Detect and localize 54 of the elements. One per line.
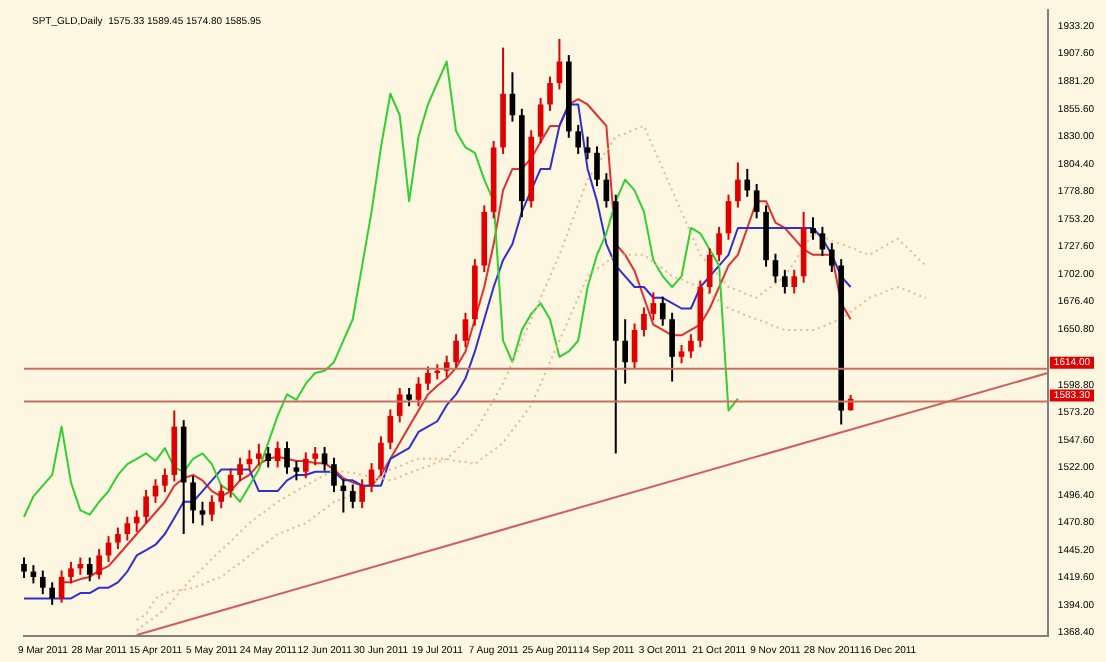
candlestick [753, 182, 760, 220]
candlestick [537, 97, 544, 145]
candlestick [396, 386, 403, 424]
candlestick [462, 311, 469, 349]
candlestick [453, 333, 459, 370]
candlestick [678, 344, 685, 365]
candlestick [650, 291, 657, 322]
candlestick [284, 440, 290, 475]
candlestick [688, 333, 694, 359]
candlestick [321, 446, 328, 472]
candlestick [199, 500, 206, 527]
candlestick [641, 306, 647, 338]
candlestick [359, 478, 365, 510]
candlestick [162, 467, 168, 494]
candlestick [349, 483, 356, 510]
candlestick [86, 556, 93, 583]
candlestick [594, 145, 600, 188]
candlestick [828, 242, 835, 273]
candlestick [331, 456, 337, 494]
candlestick [425, 365, 431, 392]
candlestick [209, 494, 215, 523]
candlestick [716, 225, 722, 263]
candlestick [810, 216, 816, 241]
candlestick [96, 548, 102, 581]
candlestick [115, 526, 121, 551]
line-series [135, 124, 927, 632]
candlestick [143, 488, 149, 525]
candlestick [256, 442, 262, 467]
candlestick [21, 556, 27, 580]
candlestick [237, 456, 243, 483]
candlestick [669, 311, 675, 383]
candlestick [575, 123, 582, 155]
candlestick [133, 509, 140, 533]
candlestick [39, 569, 46, 596]
candlestick [659, 295, 666, 327]
candlestick [378, 435, 384, 478]
candlestick [302, 451, 309, 480]
candlestick [744, 167, 751, 198]
candlestick [791, 268, 798, 295]
candlestick [622, 318, 628, 385]
candlestick [190, 475, 196, 525]
candlestick [584, 135, 591, 161]
candlestick [68, 560, 74, 585]
candlestick [406, 386, 412, 408]
candlestick [706, 247, 713, 295]
candlestick [293, 459, 300, 482]
candlestick [218, 483, 225, 510]
candlestick [547, 75, 553, 112]
candlestick [265, 446, 272, 469]
candlestick [124, 515, 131, 542]
candlestick [312, 446, 319, 467]
candlestick [782, 268, 788, 295]
candlestick [735, 161, 741, 209]
candlestick [49, 581, 55, 606]
